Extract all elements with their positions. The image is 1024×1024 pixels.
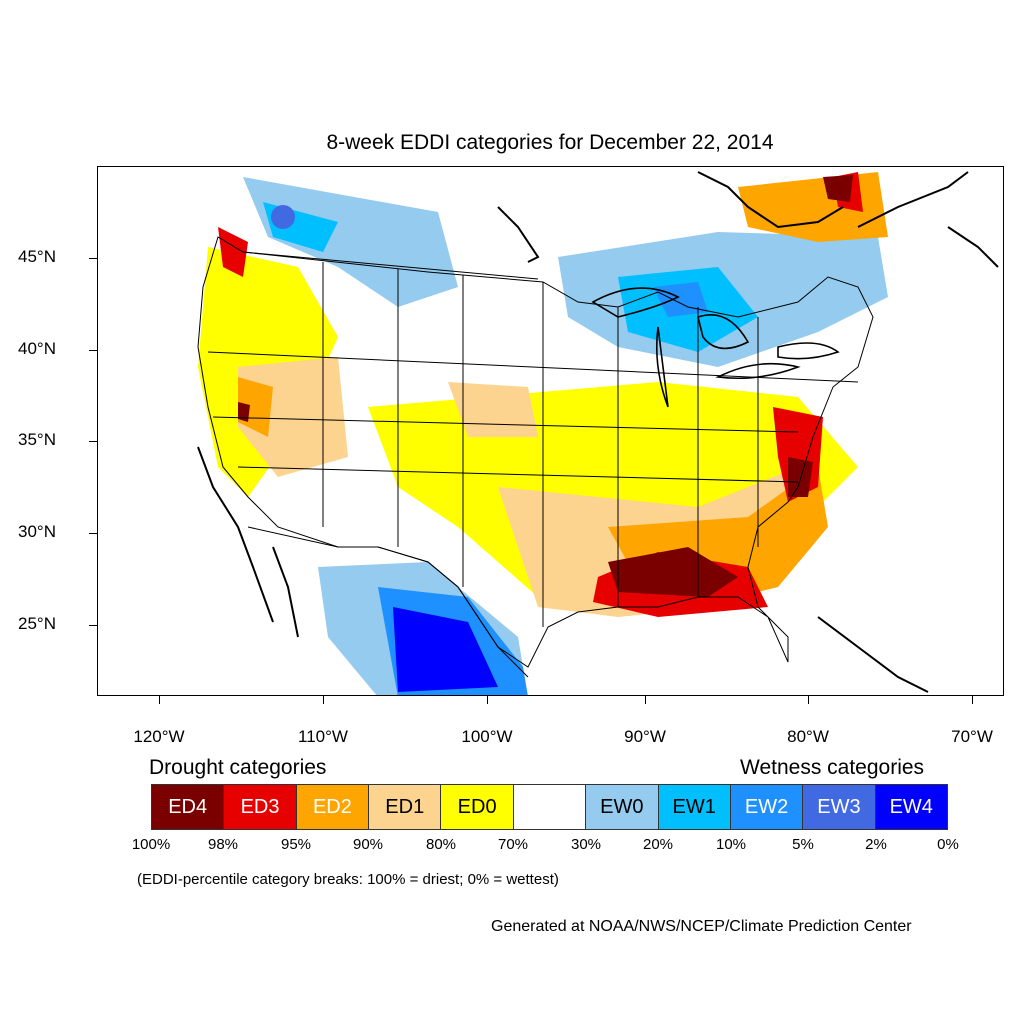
- coastlines: [197, 171, 999, 693]
- wet-area-northwest: [243, 177, 458, 307]
- break-label: 95%: [280, 836, 312, 853]
- map-panel: [97, 166, 1004, 696]
- break-label: 90%: [352, 836, 384, 853]
- lat-tick-35: [89, 441, 97, 442]
- legend-box-ew1: EW1: [658, 785, 731, 829]
- lon-label-100: 100°W: [461, 727, 513, 746]
- legend-colorbar: ED4 ED3 ED2 ED1 ED0 EW0 EW1 EW2 EW3 EW4: [151, 784, 948, 830]
- lon-tick-70: [972, 696, 973, 704]
- lon-tick-100: [487, 696, 488, 704]
- break-label: 20%: [642, 836, 674, 853]
- lat-tick-45: [89, 258, 97, 259]
- lat-tick-25: [89, 625, 97, 626]
- break-label: 2%: [865, 836, 887, 853]
- lon-label-70: 70°W: [951, 727, 993, 746]
- canada-border: [242, 251, 539, 280]
- great-lakes: [591, 287, 840, 408]
- legend-box-ew0: EW0: [586, 785, 659, 829]
- legend-box-ed4: ED4: [152, 785, 225, 829]
- legend-box-ew3: EW3: [803, 785, 876, 829]
- eddi-map: [197, 171, 999, 695]
- lat-tick-40: [89, 350, 97, 351]
- lon-tick-110: [323, 696, 324, 704]
- break-label: 5%: [792, 836, 814, 853]
- boundaries: [197, 236, 874, 678]
- lon-label-110: 110°W: [298, 727, 348, 746]
- lon-tick-90: [645, 696, 646, 704]
- category-note: (EDDI-percentile category breaks: 100% =…: [137, 871, 559, 888]
- break-label: 100%: [131, 836, 171, 853]
- legend-box-ed3: ED3: [224, 785, 297, 829]
- lat-tick-30: [89, 533, 97, 534]
- break-label: 10%: [715, 836, 747, 853]
- wetness-heading: Wetness categories: [740, 756, 925, 779]
- drought-area-ed4-gulf: [608, 547, 738, 597]
- lat-label-40: 40°N: [18, 339, 56, 358]
- lon-tick-80: [808, 696, 809, 704]
- lat-label-35: 35°N: [18, 430, 56, 449]
- break-label: 30%: [570, 836, 602, 853]
- break-label: 98%: [207, 836, 239, 853]
- drought-area-ed2-northeast: [738, 172, 888, 242]
- break-label: 80%: [425, 836, 457, 853]
- break-label: 0%: [937, 836, 959, 853]
- lon-label-90: 90°W: [624, 727, 666, 746]
- legend-box-ed1: ED1: [369, 785, 442, 829]
- wet-area-core-ew4: [393, 607, 498, 692]
- mexico-border: [247, 526, 529, 678]
- lon-tick-120: [159, 696, 160, 704]
- lon-label-120: 120°W: [133, 727, 185, 746]
- credit-line: Generated at NOAA/NWS/NCEP/Climate Predi…: [491, 918, 912, 935]
- legend-box-ed0: ED0: [441, 785, 514, 829]
- legend-box-ed2: ED2: [296, 785, 370, 829]
- legend-box-ew2: EW2: [730, 785, 804, 829]
- lat-label-25: 25°N: [18, 614, 56, 633]
- category-fields: [198, 172, 888, 695]
- lon-label-80: 80°W: [787, 727, 829, 746]
- lat-label-30: 30°N: [18, 522, 56, 541]
- lat-label-45: 45°N: [18, 247, 56, 266]
- legend-box-neutral: [513, 785, 587, 829]
- legend-box-ew4: EW4: [875, 785, 947, 829]
- map-title: 8-week EDDI categories for December 22, …: [326, 131, 774, 154]
- break-label: 70%: [497, 836, 529, 853]
- drought-heading: Drought categories: [149, 756, 327, 779]
